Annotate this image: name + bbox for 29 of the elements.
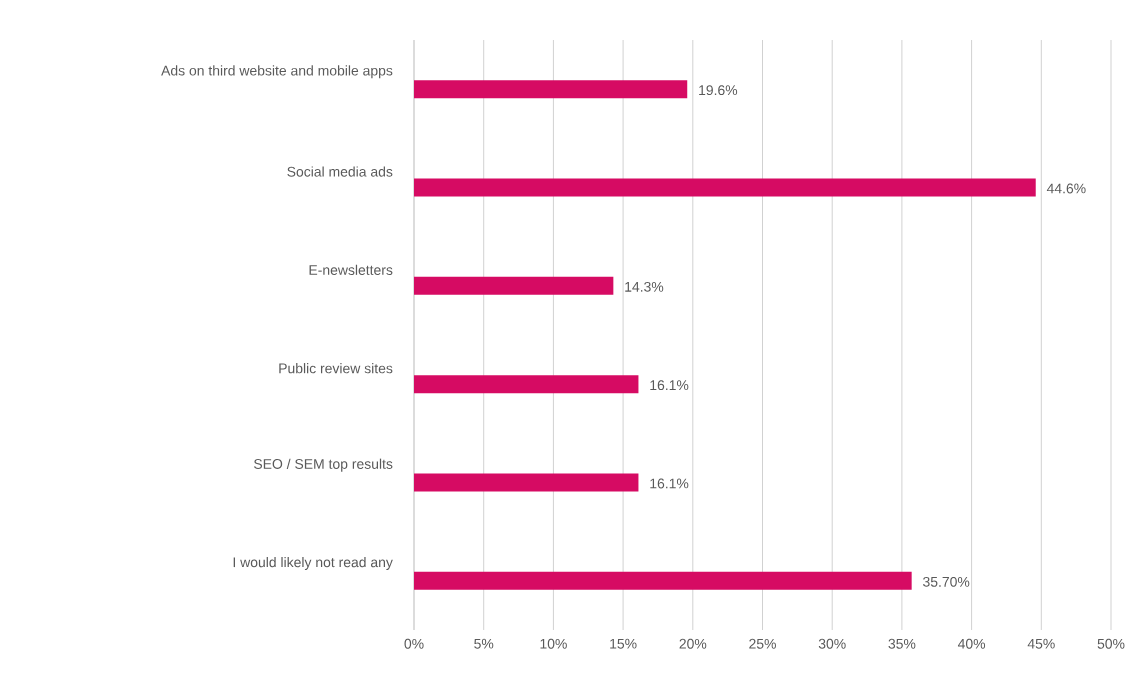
bar (414, 276, 614, 295)
data-label: 16.1% (650, 380, 689, 391)
data-label: 35.70% (923, 576, 970, 587)
data-label: 19.6% (699, 85, 738, 96)
x-tick-label: 30% (818, 638, 846, 649)
data-label: 14.3% (625, 281, 664, 292)
bar (414, 80, 688, 99)
x-tick-label: 10% (540, 638, 567, 649)
y-tick-label: Social media ads (287, 166, 393, 177)
x-tick-label: 15% (610, 638, 637, 649)
x-tick-label: 40% (957, 638, 986, 649)
x-tick-label: 5% (474, 638, 494, 649)
x-tick-label: 0% (404, 638, 424, 649)
x-tick-label: 20% (679, 638, 707, 649)
x-tick-label: 35% (888, 638, 916, 649)
data-label: 16.1% (650, 478, 689, 489)
y-tick-label: SEO / SEM top results (254, 458, 393, 472)
bar (414, 473, 639, 492)
x-tick-label: 50% (1097, 638, 1125, 649)
x-tick-label: 25% (749, 638, 776, 649)
y-tick-label: Public review sites (279, 363, 393, 374)
data-label: 44.6% (1046, 183, 1086, 194)
y-tick-label: E-newsletters (309, 264, 393, 275)
x-tick-label: 45% (1027, 638, 1055, 649)
y-tick-label: Ads on third website and mobile apps (161, 65, 393, 79)
y-tick-label: I would likely not read any (233, 556, 393, 570)
bar (414, 375, 639, 394)
bar (414, 178, 1036, 197)
bar (414, 571, 912, 590)
